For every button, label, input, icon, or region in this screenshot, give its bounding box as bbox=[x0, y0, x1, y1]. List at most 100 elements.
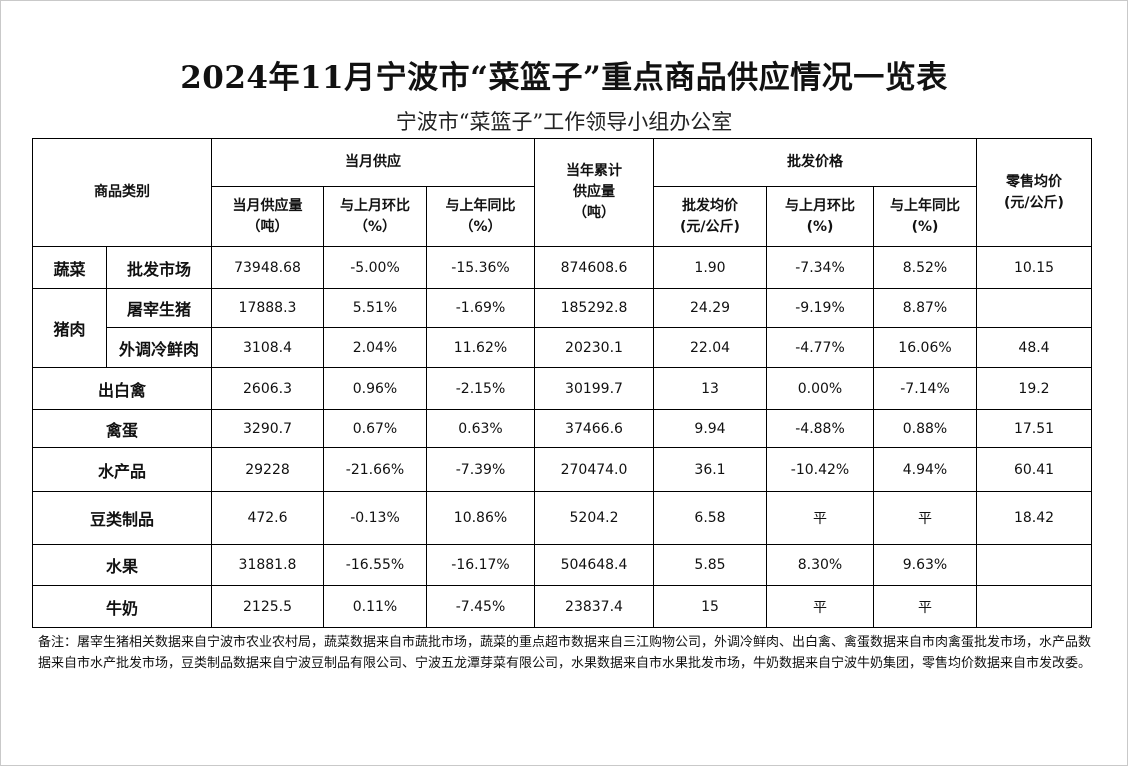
cell-price: 1.90 bbox=[653, 246, 767, 289]
cell-price: 36.1 bbox=[653, 447, 767, 492]
cell-supply: 31881.8 bbox=[211, 544, 324, 586]
cell-retail: 17.51 bbox=[976, 409, 1092, 448]
cell-retail: 18.42 bbox=[976, 491, 1092, 545]
cell-price-mom: -4.88% bbox=[766, 409, 874, 448]
header-yoy-line2: （%） bbox=[459, 218, 502, 235]
table-row: 牛奶 2125.5 0.11% -7.45% 23837.4 15 平 平 bbox=[32, 585, 1092, 628]
cell-retail: 60.41 bbox=[976, 447, 1092, 492]
cell-cumulative: 504648.4 bbox=[534, 544, 654, 586]
header-mom: 与上月环比 （%） bbox=[323, 186, 427, 247]
header-price-mom: 与上月环比 (%) bbox=[766, 186, 874, 247]
header-price-mom-line2: (%) bbox=[806, 218, 834, 235]
header-avg-price: 批发均价 (元/公斤) bbox=[653, 186, 767, 247]
cell-price-yoy: 平 bbox=[873, 585, 977, 628]
cell-price: 13 bbox=[653, 367, 767, 410]
cell-price-yoy: 8.52% bbox=[873, 246, 977, 289]
header-mom-line1: 与上月环比 bbox=[340, 197, 410, 214]
cell-price-yoy: 9.63% bbox=[873, 544, 977, 586]
cell-mom: -21.66% bbox=[323, 447, 427, 492]
cell-mom: 5.51% bbox=[323, 288, 427, 328]
row-label: 批发市场 bbox=[106, 246, 212, 289]
cell-mom: 0.96% bbox=[323, 367, 427, 410]
cell-cumulative: 23837.4 bbox=[534, 585, 654, 628]
header-cumulative-line2: 供应量 bbox=[573, 184, 615, 200]
cell-supply: 73948.68 bbox=[211, 246, 324, 289]
cell-supply: 472.6 bbox=[211, 491, 324, 545]
cell-retail: 10.15 bbox=[976, 246, 1092, 289]
cell-mom: -5.00% bbox=[323, 246, 427, 289]
cell-yoy: 11.62% bbox=[426, 327, 535, 368]
cell-supply: 3108.4 bbox=[211, 327, 324, 368]
cell-mom: 0.11% bbox=[323, 585, 427, 628]
table-row: 豆类制品 472.6 -0.13% 10.86% 5204.2 6.58 平 平… bbox=[32, 491, 1092, 545]
header-supply-qty-line2: （吨） bbox=[246, 218, 289, 235]
cell-retail bbox=[976, 288, 1092, 328]
row-label: 外调冷鲜肉 bbox=[106, 327, 212, 368]
cell-price-mom: 8.30% bbox=[766, 544, 874, 586]
cell-supply: 2606.3 bbox=[211, 367, 324, 410]
header-wholesale-price: 批发价格 bbox=[653, 138, 977, 187]
cell-price-yoy: 8.87% bbox=[873, 288, 977, 328]
cell-price-mom: -4.77% bbox=[766, 327, 874, 368]
header-retail-line1: 零售均价 bbox=[1006, 173, 1062, 190]
page-title: 2024年11月宁波市“菜篮子”重点商品供应情况一览表 bbox=[180, 60, 948, 96]
table-row: 水产品 29228 -21.66% -7.39% 270474.0 36.1 -… bbox=[32, 447, 1092, 492]
cell-cumulative: 185292.8 bbox=[534, 288, 654, 328]
header-supply-qty: 当月供应量 （吨） bbox=[211, 186, 324, 247]
cell-retail bbox=[976, 585, 1092, 628]
group-vegetables: 蔬菜 bbox=[32, 246, 107, 289]
table-row: 禽蛋 3290.7 0.67% 0.63% 37466.6 9.94 -4.88… bbox=[32, 409, 1092, 448]
header-yoy-line1: 与上年同比 bbox=[445, 197, 516, 214]
row-label: 水果 bbox=[32, 544, 212, 586]
cell-yoy: -2.15% bbox=[426, 367, 535, 410]
cell-price-yoy: 4.94% bbox=[873, 447, 977, 492]
cell-price: 9.94 bbox=[653, 409, 767, 448]
header-avg-price-line1: 批发均价 bbox=[682, 197, 738, 214]
cell-price: 24.29 bbox=[653, 288, 767, 328]
row-label: 水产品 bbox=[32, 447, 212, 492]
cell-cumulative: 20230.1 bbox=[534, 327, 654, 368]
cell-cumulative: 270474.0 bbox=[534, 447, 654, 492]
cell-price: 15 bbox=[653, 585, 767, 628]
cell-yoy: -7.45% bbox=[426, 585, 535, 628]
cell-mom: 2.04% bbox=[323, 327, 427, 368]
cell-yoy: 0.63% bbox=[426, 409, 535, 448]
cell-price-yoy: -7.14% bbox=[873, 367, 977, 410]
cell-supply: 29228 bbox=[211, 447, 324, 492]
cell-mom: -16.55% bbox=[323, 544, 427, 586]
cell-price-yoy: 0.88% bbox=[873, 409, 977, 448]
header-cumulative-line3: （吨） bbox=[573, 205, 615, 221]
row-label: 禽蛋 bbox=[32, 409, 212, 448]
cell-yoy: -1.69% bbox=[426, 288, 535, 328]
table-row: 外调冷鲜肉 3108.4 2.04% 11.62% 20230.1 22.04 … bbox=[33, 327, 1092, 368]
cell-price-mom: 0.00% bbox=[766, 367, 874, 410]
cell-cumulative: 37466.6 bbox=[534, 409, 654, 448]
header-avg-price-line2: (元/公斤) bbox=[680, 218, 740, 235]
supply-table: 商品类别 当月供应 当年累计 供应量 （吨） 批发价格 零售均价 (元/公斤) … bbox=[32, 138, 1092, 628]
header-retail-line2: (元/公斤) bbox=[1004, 194, 1064, 211]
table-row: 蔬菜 批发市场 73948.68 -5.00% -15.36% 874608.6… bbox=[32, 246, 1092, 289]
cell-cumulative: 30199.7 bbox=[534, 367, 654, 410]
header-price-yoy: 与上年同比 (%) bbox=[873, 186, 977, 247]
cell-cumulative: 874608.6 bbox=[534, 246, 654, 289]
row-label: 牛奶 bbox=[32, 585, 212, 628]
cell-mom: -0.13% bbox=[323, 491, 427, 545]
cell-price: 22.04 bbox=[653, 327, 767, 368]
cell-price-mom: 平 bbox=[766, 491, 874, 545]
cell-price-mom: -10.42% bbox=[766, 447, 874, 492]
header-price-yoy-line2: (%) bbox=[911, 218, 939, 235]
header-retail: 零售均价 (元/公斤) bbox=[976, 138, 1092, 247]
group-pork: 猪肉 bbox=[32, 288, 107, 368]
cell-supply: 2125.5 bbox=[211, 585, 324, 628]
header-price-mom-line1: 与上月环比 bbox=[785, 197, 855, 214]
page-subtitle: 宁波市“菜篮子”工作领导小组办公室 bbox=[395, 110, 733, 134]
cell-retail: 19.2 bbox=[976, 367, 1092, 410]
table-row: 水果 31881.8 -16.55% -16.17% 504648.4 5.85… bbox=[32, 544, 1092, 586]
header-category: 商品类别 bbox=[32, 138, 212, 247]
cell-yoy: -16.17% bbox=[426, 544, 535, 586]
table-row: 出白禽 2606.3 0.96% -2.15% 30199.7 13 0.00%… bbox=[32, 367, 1092, 410]
row-label: 屠宰生猪 bbox=[106, 288, 212, 328]
header-cumulative: 当年累计 供应量 （吨） bbox=[534, 138, 654, 247]
cell-price: 6.58 bbox=[653, 491, 767, 545]
cell-price-yoy: 平 bbox=[873, 491, 977, 545]
